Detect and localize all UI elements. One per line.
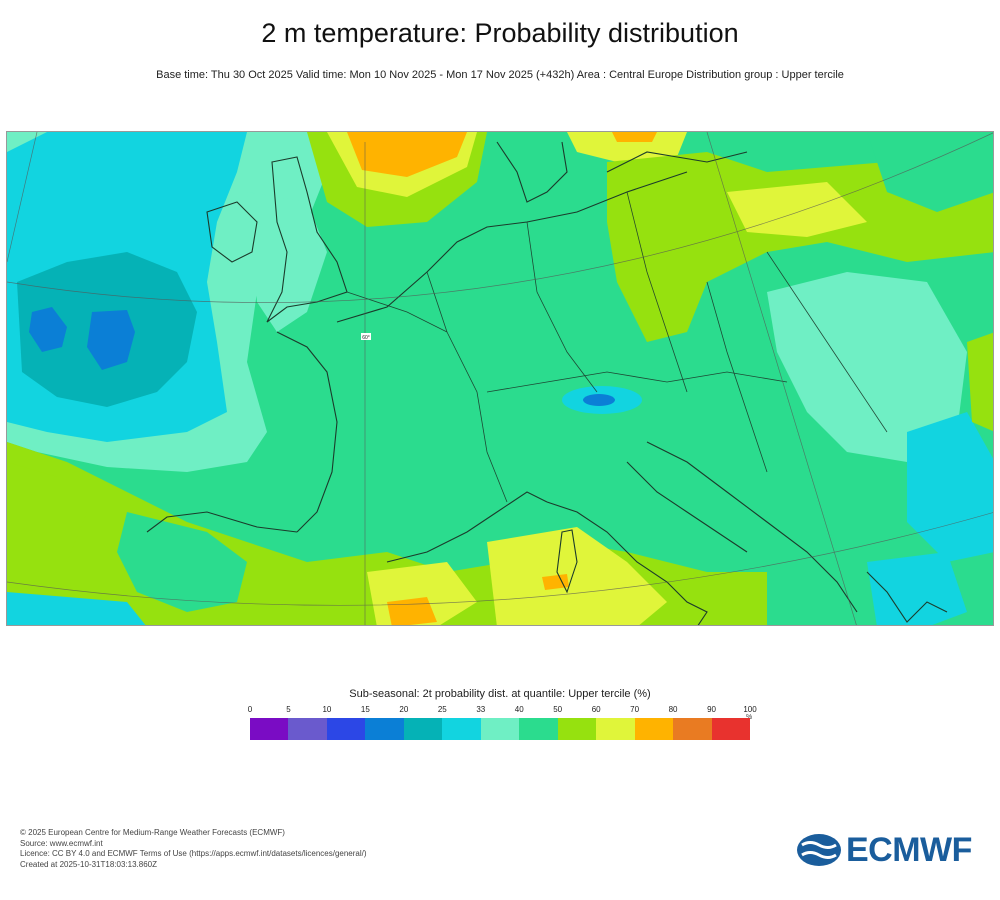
ecmwf-logo: ECMWF [796,830,986,870]
footer-source: Source: www.ecmwf.int [20,838,103,848]
field-15-20-alps [583,394,615,406]
field-70-80-med [542,574,569,590]
footer: © 2025 European Centre for Medium-Range … [20,828,367,870]
field-50-60-west [7,462,87,602]
field-60-70-med [487,527,667,625]
field-40-50-iberia [117,512,247,612]
ecmwf-logo-icon [797,834,841,866]
chart-subtitle: Base time: Thu 30 Oct 2025 Valid time: M… [156,69,844,81]
field-25-33-balkans [907,412,993,562]
legend-title: Sub-seasonal: 2t probability dist. at qu… [349,688,651,700]
field-25-33-aegean [867,552,967,625]
field-70-80-baltic [612,132,657,142]
country-borders [346,191,888,503]
field-33-40-east [767,272,967,462]
graticule [7,132,993,625]
field-70-80-north [347,132,467,177]
legend-tick-label: 40 [514,705,524,714]
legend-tick-label: 90 [707,705,716,714]
field-60-70-east [727,182,867,237]
colorbar-swatch [634,718,674,740]
colorbar [250,718,751,740]
gridline-label-box [361,333,371,340]
colorbar-swatch [442,718,481,740]
ecmwf-logo-text: ECMWF [846,830,972,869]
footer-licence: Licence: CC BY 4.0 and ECMWF Terms of Us… [20,849,367,858]
colorbar-swatch [480,718,520,740]
field-15-20-a [29,307,67,352]
probability-map[interactable]: 60° [6,131,994,626]
legend-tick-label: 100 [743,705,757,714]
field-50-60-far-east [967,332,993,432]
legend-unit: % [746,714,752,721]
legend-tick-label: 33 [476,705,486,714]
legend-tick-label: 50 [553,705,563,714]
field-40-50-ne [867,132,993,212]
legend-tick-label: 25 [437,705,447,714]
colorbar-swatch [557,718,597,740]
footer-copyright: © 2025 European Centre for Medium-Range … [20,828,285,837]
field-25-33-sw [7,592,146,625]
footer-created: Created at 2025-10-31T18:03:13.860Z [20,859,157,869]
legend-tick-label: 70 [630,705,640,714]
colorbar-swatch [519,718,558,740]
field-33-40-uk [247,192,327,332]
field-60-70-baltic [567,132,687,162]
colorbar-swatch [250,718,289,740]
colorbar-swatch [403,718,443,740]
colorbar-swatch [326,718,366,740]
gridline-label: 60° [362,335,370,341]
colorbar-swatch [365,718,404,740]
colorbar-swatch [673,718,712,740]
field-15-20-b [87,310,135,370]
legend-tick-label: 0 [247,705,253,714]
legend-tick-label: 20 [399,705,409,714]
chart-title: 2 m temperature: Probability distributio… [261,18,739,48]
legend-ticks: 0 5 10 15 20 25 33 40 50 60 70 80 90 100 [247,705,757,717]
colorbar-swatch [711,718,751,740]
colorbar-swatch [288,718,327,740]
legend-tick-label: 15 [360,705,370,714]
legend-tick-label: 80 [668,705,678,714]
colorbar-swatch [596,718,635,740]
map-canvas: 60° [7,132,993,625]
legend-tick-label: 60 [591,705,601,714]
legend-tick-label: 5 [286,705,291,714]
legend-tick-label: 10 [322,705,332,714]
